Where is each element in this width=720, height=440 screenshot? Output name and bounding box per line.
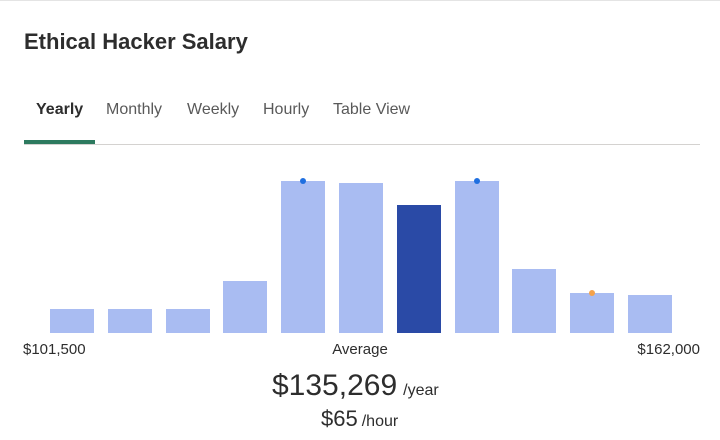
average-label: Average — [332, 341, 388, 358]
histogram-bar — [628, 295, 672, 333]
bar-marker-dot — [589, 290, 595, 296]
tab-monthly[interactable]: Monthly — [106, 101, 163, 118]
average-yearly-unit: /year — [403, 382, 439, 399]
histogram-bar — [108, 309, 152, 333]
tab-weekly[interactable]: Weekly — [187, 101, 240, 118]
active-tab-indicator — [24, 140, 95, 144]
histogram-bar — [281, 178, 325, 333]
histogram-bar — [339, 183, 383, 333]
bar-marker-dot — [300, 178, 306, 184]
bar-marker-dot — [474, 178, 480, 184]
histogram-bar — [570, 290, 614, 333]
range-max-label: $162,000 — [637, 341, 700, 358]
average-hourly: $65/hour — [321, 406, 398, 432]
average-yearly: $135,269/year — [272, 369, 439, 403]
tab-hourly[interactable]: Hourly — [263, 101, 310, 118]
histogram-bar — [397, 205, 441, 333]
histogram-bar — [455, 178, 499, 333]
histogram-bar — [166, 309, 210, 333]
salary-distribution-chart — [50, 171, 674, 333]
period-tabs: Yearly Monthly Weekly Hourly Table View — [24, 101, 700, 145]
average-yearly-value: $135,269 — [272, 369, 398, 402]
histogram-bar — [512, 269, 556, 333]
histogram-bar — [223, 281, 267, 333]
page-title: Ethical Hacker Salary — [24, 29, 248, 54]
average-hourly-value: $65 — [321, 406, 358, 431]
histogram-bar — [50, 309, 94, 333]
range-min-label: $101,500 — [23, 341, 86, 358]
tab-table-view[interactable]: Table View — [333, 101, 411, 118]
average-hourly-unit: /hour — [361, 413, 399, 430]
tab-yearly[interactable]: Yearly — [36, 101, 84, 118]
